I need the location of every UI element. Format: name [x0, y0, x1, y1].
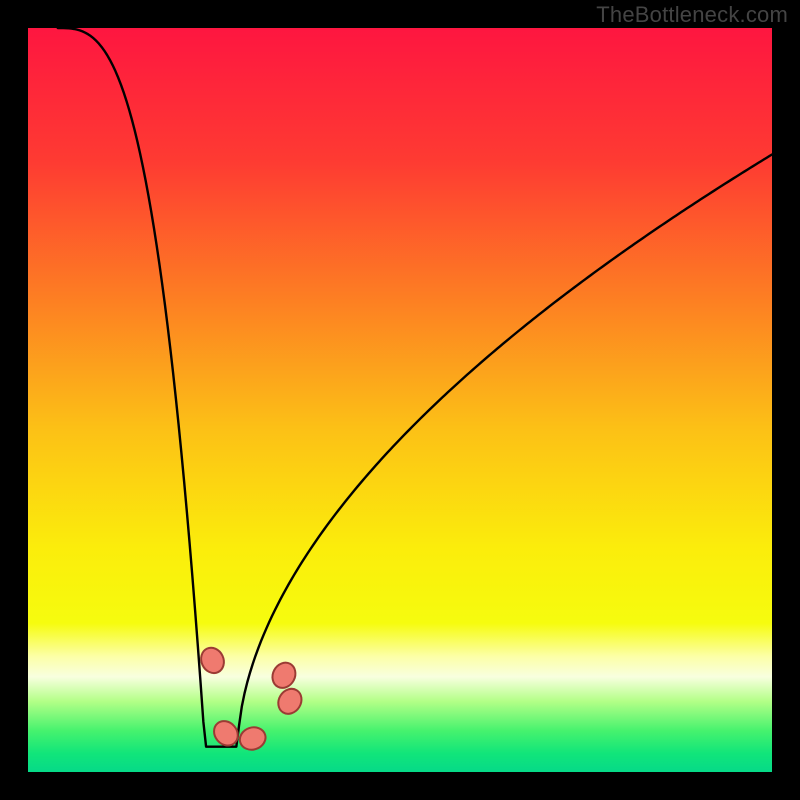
bottleneck-chart [0, 0, 800, 800]
watermark-label: TheBottleneck.com [596, 2, 788, 28]
